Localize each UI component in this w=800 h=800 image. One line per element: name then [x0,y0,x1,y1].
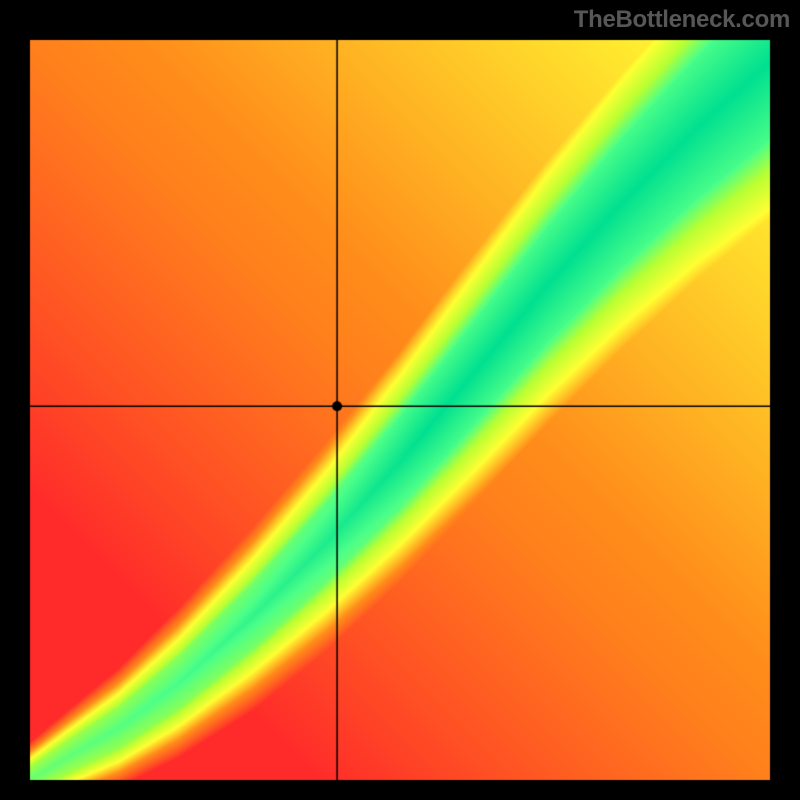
bottleneck-heatmap-canvas [0,0,800,800]
chart-container: TheBottleneck.com [0,0,800,800]
watermark-text: TheBottleneck.com [574,6,790,34]
